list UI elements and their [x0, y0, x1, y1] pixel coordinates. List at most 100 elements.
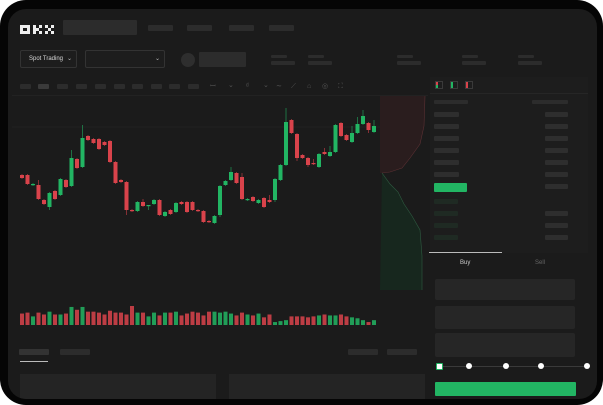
- candle-body: [20, 175, 24, 178]
- search-box[interactable]: [63, 20, 137, 35]
- ask-row-amount[interactable]: [545, 112, 568, 117]
- camera-icon[interactable]: ⌂: [307, 83, 312, 90]
- timeframe-button[interactable]: [95, 84, 106, 89]
- timeframe-button[interactable]: [76, 84, 87, 89]
- trading-mode-dropdown[interactable]: Spot Trading ⌄: [20, 50, 77, 68]
- volume-bar: [168, 312, 173, 325]
- orderbook-asks-icon[interactable]: [465, 81, 473, 89]
- candle-body: [311, 163, 316, 165]
- slider-stop-50[interactable]: [503, 363, 509, 369]
- candle-type-icon[interactable]: ꟷ: [210, 83, 216, 90]
- tab-buy[interactable]: Buy: [429, 252, 502, 274]
- slider-stop-25[interactable]: [466, 363, 472, 369]
- candle-body: [91, 139, 96, 143]
- bid-row-price[interactable]: [434, 223, 458, 228]
- amount-input[interactable]: [435, 306, 575, 329]
- chevron-down-icon: ⌄: [67, 56, 73, 62]
- ask-row-price[interactable]: [434, 172, 459, 177]
- volume-bar: [306, 317, 310, 325]
- bid-row-amount[interactable]: [545, 211, 568, 216]
- timeframe-button[interactable]: [57, 84, 68, 89]
- buy-button[interactable]: [435, 382, 576, 396]
- total-input[interactable]: [435, 333, 575, 357]
- indicator-icon[interactable]: ᵈ: [246, 83, 249, 90]
- candle-body: [146, 205, 151, 207]
- candle-body: [75, 159, 79, 168]
- timeframe-button[interactable]: [169, 84, 180, 89]
- slider-stop-100[interactable]: [584, 363, 590, 369]
- volume-bar: [267, 314, 272, 325]
- tab-open-orders[interactable]: [19, 349, 49, 355]
- candle-body: [278, 165, 283, 180]
- tab-sell[interactable]: Sell: [504, 252, 584, 274]
- pair-dropdown[interactable]: ⌄: [85, 50, 165, 68]
- cancel-all-button[interactable]: [387, 349, 417, 355]
- ask-row-amount[interactable]: [545, 124, 568, 129]
- ask-row-amount[interactable]: [545, 136, 568, 141]
- volume-bar: [229, 313, 233, 325]
- toolbar-divider: [12, 95, 428, 96]
- slider-track[interactable]: [440, 366, 588, 367]
- candle-body: [185, 202, 189, 212]
- ruler-icon[interactable]: ⟋: [291, 83, 296, 90]
- timeframe-button[interactable]: [151, 84, 162, 89]
- timeframe-button[interactable]: [132, 84, 143, 89]
- nav-item[interactable]: [187, 25, 212, 31]
- bid-row-amount[interactable]: [545, 223, 568, 228]
- timeframe-button[interactable]: [188, 84, 199, 89]
- orderbook-bids-icon[interactable]: [450, 81, 458, 89]
- nav-item[interactable]: [269, 25, 294, 31]
- volume-bar: [322, 314, 327, 325]
- ask-row-price[interactable]: [434, 112, 459, 117]
- depth-bids-area: [380, 173, 422, 290]
- price-input[interactable]: [435, 279, 575, 300]
- candle-body: [31, 184, 35, 186]
- ask-row-price[interactable]: [434, 124, 459, 129]
- volume-bar: [372, 320, 376, 325]
- filter-button[interactable]: [348, 349, 378, 355]
- volume-bar: [190, 311, 195, 325]
- candlestick-chart[interactable]: [12, 96, 380, 336]
- slider-handle[interactable]: [436, 363, 443, 370]
- volume-bar: [80, 306, 85, 325]
- timeframe-button[interactable]: [38, 84, 49, 89]
- chevron-down-icon[interactable]: ⌄: [228, 82, 234, 89]
- candle-body: [372, 126, 376, 132]
- candle-body: [168, 210, 173, 214]
- bid-row-price[interactable]: [434, 199, 458, 204]
- tab-order-history[interactable]: [60, 349, 90, 355]
- candle-body: [163, 212, 167, 216]
- candle-body: [344, 135, 349, 140]
- candle-body: [69, 158, 74, 186]
- volume-bar: [119, 312, 123, 325]
- timeframe-button[interactable]: [20, 84, 31, 89]
- bid-row-price[interactable]: [434, 211, 458, 216]
- volume-bar: [201, 315, 206, 325]
- nav-item[interactable]: [229, 25, 254, 31]
- line-tool-icon[interactable]: ∼: [276, 83, 282, 90]
- candle-body: [97, 139, 101, 149]
- ask-row-amount[interactable]: [545, 148, 568, 153]
- ask-row-amount[interactable]: [545, 172, 568, 177]
- volume-bar: [262, 317, 266, 325]
- ask-row-price[interactable]: [434, 148, 459, 153]
- fullscreen-icon[interactable]: ⛶: [338, 83, 343, 90]
- ask-row-amount[interactable]: [545, 160, 568, 165]
- bid-row-price[interactable]: [434, 235, 458, 240]
- volume-bar: [58, 314, 63, 325]
- slider-stop-75[interactable]: [538, 363, 544, 369]
- mid-row-amount[interactable]: [545, 184, 568, 189]
- orderbook-mid-price: [434, 183, 467, 192]
- bid-row-amount[interactable]: [545, 235, 568, 240]
- chevron-down-icon[interactable]: ⌄: [263, 82, 269, 89]
- chevron-down-icon: ⌄: [155, 56, 161, 62]
- okx-logo[interactable]: [20, 22, 57, 34]
- timeframe-button[interactable]: [114, 84, 125, 89]
- ask-row-price[interactable]: [434, 160, 459, 165]
- nav-item[interactable]: [148, 25, 173, 31]
- ask-row-price[interactable]: [434, 136, 459, 141]
- trading-screen: Spot Trading ⌄ ⌄ ꟷ ⌄ ᵈ ⌄ ∼ ⟋ ⌂ ◎ ⛶: [8, 9, 597, 399]
- candle-body: [234, 173, 239, 183]
- settings-icon[interactable]: ◎: [322, 83, 329, 90]
- orderbook-both-icon[interactable]: [435, 81, 443, 89]
